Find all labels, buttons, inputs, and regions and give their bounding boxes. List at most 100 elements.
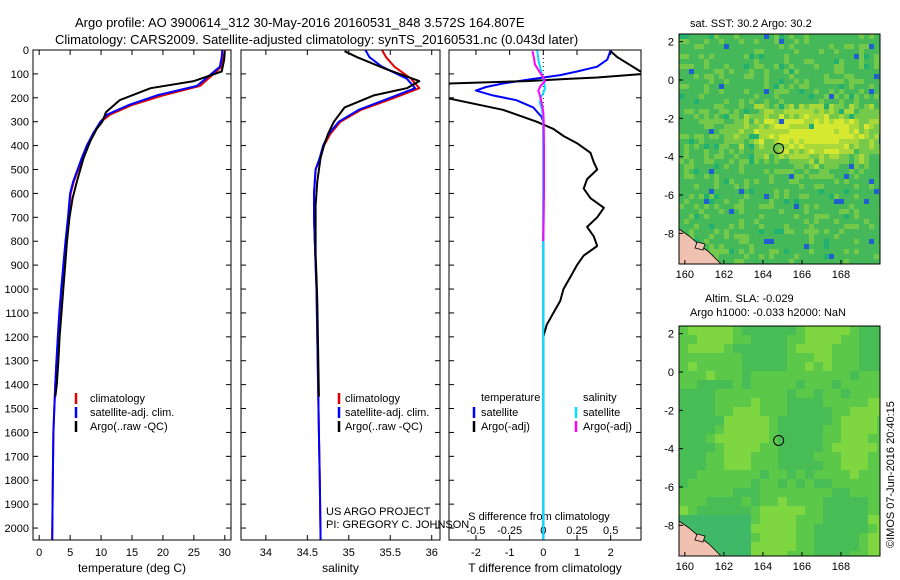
- map-cell: [679, 169, 685, 175]
- map-cell: [839, 204, 845, 210]
- map-cell: [814, 335, 824, 345]
- map-cell: [689, 189, 695, 195]
- map-cell: [809, 34, 815, 40]
- map-cell: [697, 479, 707, 489]
- map-cell: [804, 34, 810, 40]
- map-cell: [834, 209, 840, 215]
- map-cell: [814, 389, 824, 399]
- map-cell: [759, 239, 765, 245]
- map-cell: [744, 149, 750, 155]
- map-cell: [823, 389, 833, 399]
- y-tick-label: 900: [11, 260, 29, 272]
- map-cell: [819, 54, 825, 60]
- map-cell: [719, 254, 725, 260]
- map-cell: [739, 239, 745, 245]
- map-cell: [744, 224, 750, 230]
- map-cell: [844, 49, 850, 55]
- map-cell: [834, 74, 840, 80]
- map-cell: [859, 169, 865, 175]
- map-cell: [819, 219, 825, 225]
- map-cell: [699, 74, 705, 80]
- map-cell: [769, 542, 779, 552]
- map-cell: [854, 69, 860, 75]
- map-cell: [714, 159, 720, 165]
- map-cell: [754, 234, 760, 240]
- map-cell: [859, 398, 869, 408]
- map-cell: [799, 169, 805, 175]
- map-cell: [769, 84, 775, 90]
- map-cell: [679, 69, 685, 75]
- map-cell: [799, 254, 805, 260]
- map-cell: [719, 34, 725, 40]
- map-cell: [839, 119, 845, 125]
- map-cell: [869, 219, 875, 225]
- map-cell: [724, 179, 730, 185]
- map-cell: [849, 199, 855, 205]
- x-tick-label: 35: [343, 547, 355, 559]
- map-cell: [719, 184, 725, 190]
- map-cell: [834, 94, 840, 100]
- map-cell: [744, 124, 750, 130]
- map-cell: [796, 461, 806, 471]
- map-cell: [789, 244, 795, 250]
- map-cell: [769, 74, 775, 80]
- map-cell: [764, 79, 770, 85]
- map-cell: [714, 89, 720, 95]
- map-cell: [764, 34, 770, 40]
- map-cell: [796, 398, 806, 408]
- map-cell: [789, 209, 795, 215]
- salinity-legend: climatology satellite-adj. clim. Argo(..…: [337, 393, 429, 433]
- map-cell: [877, 542, 880, 552]
- map-cell: [869, 209, 875, 215]
- map-cell: [759, 174, 765, 180]
- map-cell: [704, 39, 710, 45]
- map-cell: [877, 452, 880, 462]
- map-cell: [679, 74, 685, 80]
- map-cell: [742, 371, 752, 381]
- map-cell: [709, 124, 715, 130]
- map-cell: [850, 497, 860, 507]
- map-cell: [729, 209, 735, 215]
- salinity-tick-label: 0.25: [566, 525, 587, 537]
- map-cell: [699, 109, 705, 115]
- map-cell: [814, 416, 824, 426]
- series-satellite-adj-clim-: [51, 50, 224, 540]
- map-cell: [759, 139, 765, 145]
- map-cell: [679, 335, 689, 345]
- map-cell: [734, 214, 740, 220]
- map-cell: [809, 84, 815, 90]
- map-cell: [744, 209, 750, 215]
- map-cell: [774, 74, 780, 80]
- map-cell: [834, 59, 840, 65]
- map-cell: [715, 371, 725, 381]
- map-cell: [796, 551, 806, 556]
- map-cell: [844, 114, 850, 120]
- map-cell: [864, 84, 870, 90]
- map-cell: [814, 169, 820, 175]
- map-cell: [796, 416, 806, 426]
- map-cell: [824, 244, 830, 250]
- map-cell: [839, 154, 845, 160]
- map-cell: [714, 164, 720, 170]
- map-cell: [719, 59, 725, 65]
- map-cell: [774, 64, 780, 70]
- map-cell: [779, 39, 785, 45]
- map-cell: [774, 69, 780, 75]
- map-cell: [779, 224, 785, 230]
- map-y-tick-label: -8: [664, 228, 674, 240]
- map-cell: [799, 69, 805, 75]
- map-cell: [784, 169, 790, 175]
- map-cell: [829, 169, 835, 175]
- map-cell: [749, 154, 755, 160]
- map-cell: [834, 104, 840, 110]
- map-cell: [699, 104, 705, 110]
- map-cell: [679, 164, 685, 170]
- map-cell: [733, 380, 743, 390]
- map-cell: [814, 470, 824, 480]
- map-cell: [787, 425, 797, 435]
- map-cell: [854, 44, 860, 50]
- map-cell: [699, 159, 705, 165]
- map-cell: [778, 335, 788, 345]
- map-cell: [854, 164, 860, 170]
- map-cell: [794, 224, 800, 230]
